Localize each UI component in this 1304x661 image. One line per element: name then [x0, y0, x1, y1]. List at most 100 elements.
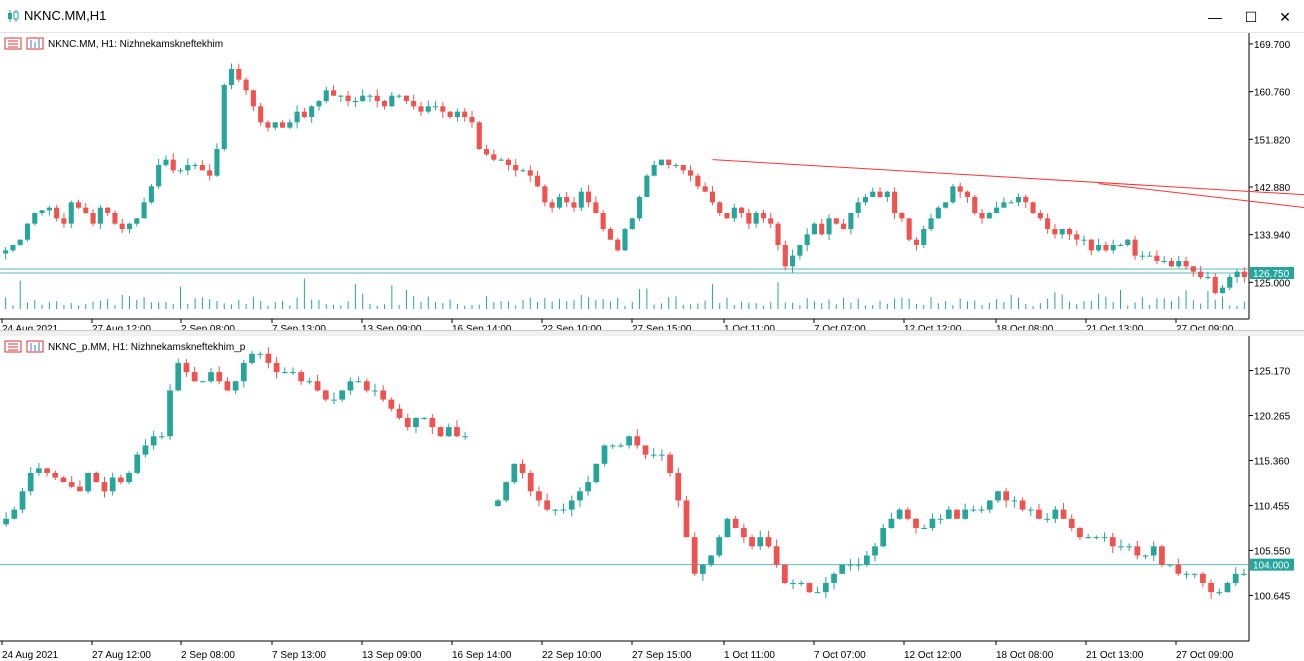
candle-body: [183, 362, 190, 373]
candle-body: [1110, 245, 1116, 251]
candle-body: [367, 95, 373, 97]
candle-body: [1161, 261, 1167, 262]
candle: [281, 367, 288, 374]
chart-panel-nknc[interactable]: NKNC.MM, H1: Nizhnekamskneftekhim 169.70…: [0, 33, 1304, 330]
candle-body: [970, 509, 977, 511]
indicator-icons[interactable]: [4, 340, 44, 354]
candle-body: [163, 159, 169, 165]
candle-body: [249, 353, 255, 363]
candle: [331, 392, 337, 405]
candle: [629, 217, 635, 230]
candle-body: [432, 106, 439, 108]
time-tick-label: 1 Oct 11:00: [724, 650, 775, 661]
price-tick-label: 169.700: [1254, 40, 1291, 51]
candle-body: [207, 170, 213, 176]
candle-body: [804, 234, 810, 245]
candle-body: [884, 191, 890, 197]
candle: [806, 582, 813, 594]
candle-body: [904, 509, 911, 519]
candle: [413, 417, 419, 434]
candle: [240, 359, 247, 388]
candle-body: [740, 527, 747, 538]
candle-body: [1224, 582, 1231, 593]
candle: [822, 576, 829, 599]
candle: [396, 94, 402, 99]
candle-body: [928, 218, 934, 229]
candle: [826, 214, 832, 241]
candle-body: [544, 500, 550, 510]
candle-body: [855, 564, 862, 566]
candle-body: [586, 191, 592, 203]
candle-body: [819, 223, 825, 235]
candle: [855, 557, 862, 571]
candle-body: [556, 197, 562, 208]
candle-body: [462, 111, 468, 117]
candle: [768, 212, 774, 229]
candle-body: [1190, 266, 1196, 272]
candle-body: [68, 482, 75, 487]
candle: [929, 513, 936, 532]
candle-body: [642, 445, 649, 455]
chart-panel-nknc-p[interactable]: NKNC_p.MM, H1: Nizhnekamskneftekhim_p 12…: [0, 336, 1304, 661]
candle: [1023, 194, 1029, 209]
candle-body: [10, 245, 16, 251]
candle: [1139, 250, 1145, 261]
candle-body: [855, 202, 861, 213]
candle-body: [797, 245, 803, 256]
candle-body: [749, 537, 755, 547]
candle-body: [372, 390, 378, 392]
close-button[interactable]: ✕: [1279, 9, 1291, 25]
chart-canvas[interactable]: 169.700 160.760 151.820 142.880 133.940 125.0…: [0, 33, 1304, 330]
candle: [119, 218, 125, 234]
window-title: NKNC.MM,H1: [24, 8, 107, 23]
candle-body: [396, 408, 403, 418]
candle-body: [134, 218, 140, 224]
candle: [848, 212, 854, 235]
candle: [740, 523, 747, 543]
maximize-button[interactable]: ☐: [1244, 9, 1258, 25]
candle-body: [232, 381, 239, 391]
price-tick-label: 105.550: [1254, 546, 1291, 557]
time-tick-label: 18 Oct 08:00: [996, 650, 1054, 661]
candle-body: [709, 191, 715, 203]
candle-body: [396, 95, 402, 97]
candle: [549, 199, 555, 213]
candle: [199, 160, 205, 171]
candle: [258, 102, 264, 126]
candle-body: [1052, 229, 1058, 235]
candle-body: [306, 381, 313, 383]
candle-body: [257, 353, 264, 355]
minimize-button[interactable]: —: [1208, 9, 1222, 25]
candle: [1085, 533, 1092, 539]
candle-body: [768, 218, 774, 224]
candle: [798, 580, 805, 587]
candle: [75, 199, 82, 209]
price-tick-label: 100.645: [1254, 591, 1291, 602]
candle-body: [601, 445, 608, 464]
candle-body: [491, 154, 497, 160]
candle-body: [688, 170, 694, 176]
candle-body: [782, 245, 788, 267]
candle-body: [1096, 245, 1102, 251]
candle-body: [675, 472, 682, 501]
candle-body: [775, 223, 781, 245]
candle: [626, 435, 632, 449]
candle: [1154, 250, 1160, 264]
candle: [372, 383, 378, 397]
candle-body: [896, 509, 903, 519]
candle: [1161, 256, 1167, 264]
candle-body: [1139, 255, 1145, 257]
chart-canvas[interactable]: 125.170 120.265 115.360 110.455 105.550 100.6…: [0, 336, 1304, 661]
candle-body: [962, 509, 969, 519]
candle-body: [913, 518, 919, 528]
candle-body: [52, 472, 59, 478]
candle: [724, 212, 730, 219]
candle: [232, 380, 239, 394]
indicator-icons[interactable]: [4, 37, 44, 51]
candle-body: [381, 101, 388, 107]
candle: [185, 158, 191, 176]
candle-body: [1101, 537, 1108, 539]
price-tick-label: 160.760: [1254, 88, 1291, 99]
candle: [962, 503, 969, 520]
candle: [134, 451, 141, 475]
